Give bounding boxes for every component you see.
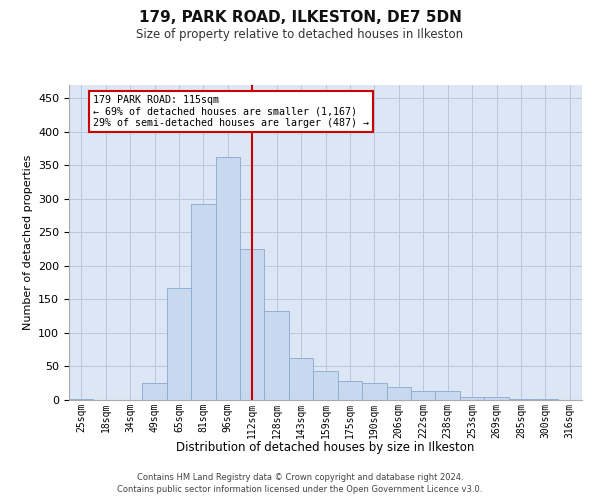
- Bar: [338, 381, 362, 400]
- Bar: [69, 398, 94, 400]
- Bar: [265, 311, 289, 400]
- Bar: [313, 370, 338, 400]
- Bar: [460, 396, 484, 400]
- Text: Contains HM Land Registry data © Crown copyright and database right 2024.
Contai: Contains HM Land Registry data © Crown c…: [118, 472, 482, 494]
- Bar: [436, 390, 460, 400]
- Y-axis label: Number of detached properties: Number of detached properties: [23, 155, 32, 330]
- Bar: [240, 249, 265, 400]
- Bar: [362, 382, 386, 400]
- Bar: [191, 204, 215, 400]
- Bar: [289, 358, 313, 400]
- Bar: [167, 288, 191, 400]
- Bar: [215, 158, 240, 400]
- Bar: [142, 383, 167, 400]
- Text: Size of property relative to detached houses in Ilkeston: Size of property relative to detached ho…: [136, 28, 464, 41]
- Text: 179 PARK ROAD: 115sqm
← 69% of detached houses are smaller (1,167)
29% of semi-d: 179 PARK ROAD: 115sqm ← 69% of detached …: [94, 95, 370, 128]
- Bar: [509, 398, 533, 400]
- Bar: [386, 386, 411, 400]
- Bar: [411, 392, 436, 400]
- Text: 179, PARK ROAD, ILKESTON, DE7 5DN: 179, PARK ROAD, ILKESTON, DE7 5DN: [139, 10, 461, 25]
- X-axis label: Distribution of detached houses by size in Ilkeston: Distribution of detached houses by size …: [176, 441, 475, 454]
- Bar: [533, 398, 557, 400]
- Bar: [484, 398, 509, 400]
